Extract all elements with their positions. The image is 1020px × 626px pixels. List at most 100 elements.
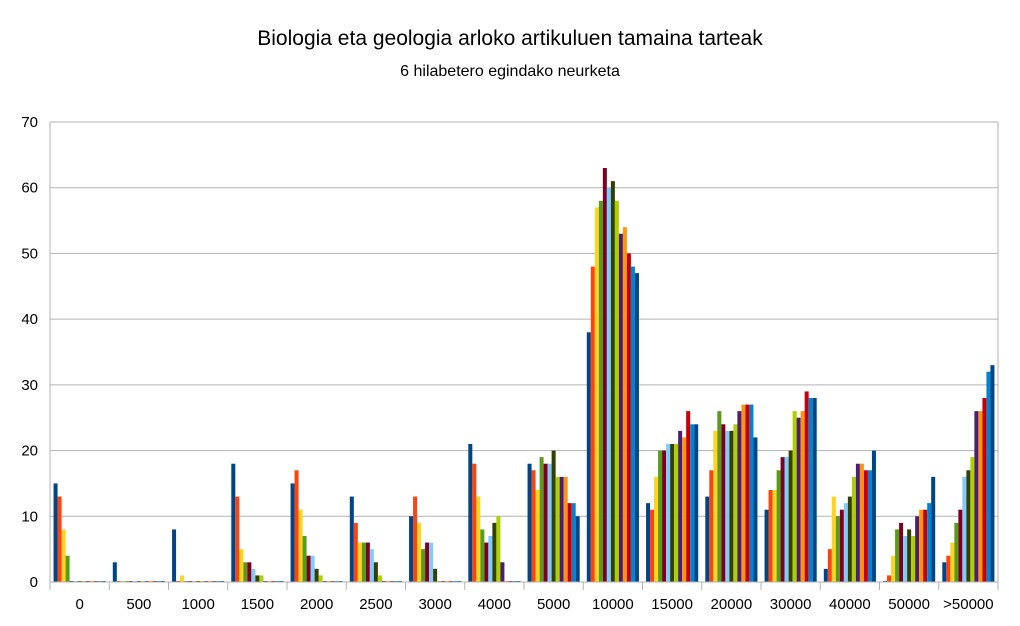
- bar: [61, 529, 66, 582]
- bar: [931, 476, 936, 582]
- bar: [369, 549, 374, 582]
- bar: [915, 516, 920, 582]
- bar: [666, 444, 671, 582]
- bar: [804, 391, 809, 582]
- bar: [634, 273, 639, 582]
- bar: [496, 516, 501, 582]
- bar: [764, 509, 769, 582]
- bar: [839, 509, 844, 582]
- bar: [543, 463, 548, 582]
- bar: [907, 529, 912, 582]
- bar: [978, 411, 983, 582]
- bar: [180, 575, 185, 582]
- bar: [417, 522, 422, 582]
- x-tick-label: 4000: [478, 596, 511, 613]
- bar: [674, 444, 679, 582]
- bar: [729, 430, 734, 582]
- x-tick-label: 3000: [418, 596, 451, 613]
- bar: [239, 549, 244, 582]
- x-tick-label: 5000: [537, 596, 570, 613]
- bar: [610, 181, 615, 582]
- bar: [480, 529, 485, 582]
- bar: [476, 496, 481, 582]
- bar: [950, 542, 955, 582]
- x-tick-label: 1500: [241, 596, 274, 613]
- bar: [946, 555, 951, 582]
- bar: [895, 529, 900, 582]
- bar: [733, 424, 738, 582]
- bar: [776, 470, 781, 582]
- bar: [606, 187, 611, 582]
- bar: [745, 404, 750, 582]
- bar: [887, 575, 892, 582]
- bar: [911, 536, 916, 582]
- x-tick-label: 1000: [181, 596, 214, 613]
- bar: [357, 542, 362, 582]
- bar: [294, 470, 299, 582]
- bar: [788, 450, 793, 582]
- bar: [373, 562, 378, 582]
- bar: [749, 404, 754, 582]
- bar: [547, 463, 552, 582]
- bar: [792, 411, 797, 582]
- bar: [622, 227, 627, 582]
- bar: [590, 266, 595, 582]
- bar: [954, 522, 959, 582]
- bar: [974, 411, 979, 582]
- bar: [780, 457, 785, 582]
- bar: [966, 470, 971, 582]
- bar: [172, 529, 177, 582]
- bar: [290, 483, 295, 582]
- bar: [958, 509, 963, 582]
- bar: [586, 332, 591, 582]
- bar: [539, 457, 544, 582]
- y-tick-label: 30: [21, 377, 38, 394]
- bar: [847, 496, 852, 582]
- bar: [531, 470, 536, 582]
- bar: [602, 168, 607, 582]
- bar: [255, 575, 260, 582]
- bar: [630, 266, 635, 582]
- bar: [433, 568, 438, 582]
- bar: [318, 575, 323, 582]
- bar: [559, 476, 564, 582]
- y-tick-label: 20: [21, 443, 38, 460]
- x-tick-label: 20000: [711, 596, 753, 613]
- bar: [796, 417, 801, 582]
- bar: [472, 463, 477, 582]
- bar: [903, 536, 908, 582]
- y-tick-label: 50: [21, 245, 38, 262]
- bar: [251, 568, 256, 582]
- chart-title: Biologia eta geologia arloko artikuluen …: [257, 27, 763, 50]
- bar: [310, 555, 315, 582]
- y-tick-label: 60: [21, 180, 38, 197]
- bar: [112, 562, 117, 582]
- bar: [713, 430, 718, 582]
- bar: [784, 457, 789, 582]
- bar: [827, 549, 832, 582]
- bar: [823, 568, 828, 582]
- bar: [302, 536, 307, 582]
- x-tick-label: 2000: [300, 596, 333, 613]
- bar: [800, 411, 805, 582]
- bar: [741, 404, 746, 582]
- bar: [686, 411, 691, 582]
- x-tick-label: 15000: [651, 596, 693, 613]
- bar: [772, 490, 777, 582]
- bar: [500, 562, 505, 582]
- bar: [298, 509, 303, 582]
- bar: [650, 509, 655, 582]
- bar: [899, 522, 904, 582]
- bar: [555, 476, 560, 582]
- bar: [923, 509, 928, 582]
- bar: [353, 522, 358, 582]
- bar: [551, 450, 556, 582]
- bar: [53, 483, 58, 582]
- chart-subtitle: 6 hilabetero egindako neurketa: [400, 63, 620, 80]
- bar: [753, 437, 758, 582]
- x-tick-label: 50000: [888, 596, 930, 613]
- bar: [377, 575, 382, 582]
- bar: [365, 542, 370, 582]
- bar: [986, 371, 991, 582]
